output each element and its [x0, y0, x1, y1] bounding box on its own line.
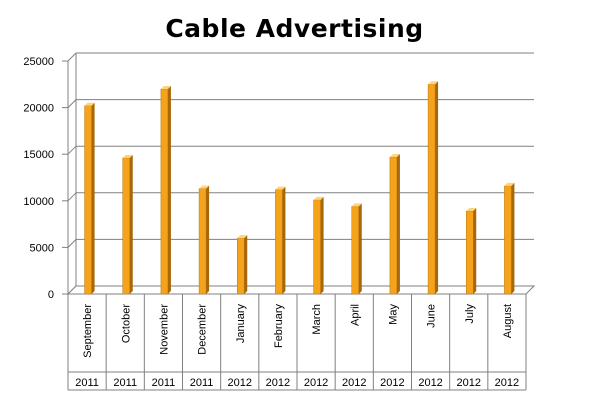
y-tick-label: 10000	[23, 196, 54, 208]
bar-top	[389, 153, 400, 157]
bar-side	[91, 102, 95, 295]
x-tick-year: 2011	[75, 377, 99, 389]
x-tick-label: August	[502, 304, 514, 338]
x-tick-label: October	[120, 304, 132, 343]
bar-side	[129, 154, 133, 294]
x-tick-year: 2012	[342, 377, 366, 389]
bar-side	[282, 186, 286, 294]
gridline-depth	[67, 52, 77, 62]
gridline-depth	[67, 192, 77, 202]
x-tick-year: 2012	[457, 377, 481, 389]
bar-side	[358, 203, 362, 294]
bar-top	[122, 154, 133, 158]
bar	[84, 105, 92, 295]
bar-top	[466, 208, 477, 212]
bar-top	[84, 102, 95, 106]
bar-side	[167, 85, 171, 295]
gridline-depth	[67, 145, 77, 155]
y-tick-label: 0	[48, 289, 54, 301]
bar	[122, 157, 130, 295]
y-tick-label: 25000	[23, 56, 54, 68]
bar-top	[160, 85, 171, 89]
bar	[351, 206, 359, 295]
x-tick-year: 2011	[190, 377, 214, 389]
bar-top	[428, 81, 439, 85]
chart-title: Cable Advertising	[165, 14, 424, 43]
x-tick-year: 2012	[380, 377, 404, 389]
x-tick-year: 2012	[304, 377, 328, 389]
bar	[160, 88, 169, 295]
bar-side	[396, 153, 400, 294]
y-tick-label: 5000	[30, 242, 54, 254]
bar-top	[504, 182, 515, 186]
x-tick-year: 2012	[418, 377, 442, 389]
x-tick-year: 2011	[113, 377, 137, 389]
bar-top	[275, 186, 286, 190]
y-tick-label: 20000	[23, 103, 54, 115]
bar	[427, 84, 436, 295]
bar-top	[313, 196, 324, 200]
bar-side	[206, 185, 210, 294]
x-tick-label: February	[273, 304, 285, 349]
bar-side	[511, 182, 515, 294]
bar	[275, 189, 283, 295]
x-tick-year: 2012	[266, 377, 290, 389]
x-tick-label: November	[158, 304, 170, 355]
x-tick-label: September	[82, 304, 94, 358]
bar	[389, 156, 398, 295]
chart-floor	[66, 285, 536, 295]
bar-top	[351, 203, 362, 207]
x-tick-label: April	[349, 304, 361, 326]
bar-top	[237, 235, 248, 239]
x-tick-label: June	[426, 304, 438, 328]
y-tick-label: 15000	[23, 149, 54, 161]
bar	[313, 199, 321, 295]
bar-side	[435, 81, 439, 294]
x-tick-label: January	[235, 304, 247, 344]
bar	[198, 188, 207, 295]
bar	[466, 210, 474, 295]
x-tick-label: March	[311, 304, 323, 335]
bar-side	[473, 208, 477, 294]
gridline-depth	[67, 239, 77, 248]
x-tick-year: 2012	[228, 377, 252, 389]
gridline-depth	[67, 99, 77, 108]
bar-side	[244, 235, 248, 294]
x-tick-label: May	[387, 304, 399, 325]
bar-top	[199, 185, 210, 189]
x-tick-year: 2012	[495, 377, 519, 389]
x-tick-label: July	[464, 304, 476, 324]
x-tick-year: 2011	[152, 377, 176, 389]
bar-side	[320, 196, 324, 294]
bar	[237, 237, 245, 295]
x-tick-label: December	[197, 304, 209, 355]
bar	[504, 185, 512, 295]
